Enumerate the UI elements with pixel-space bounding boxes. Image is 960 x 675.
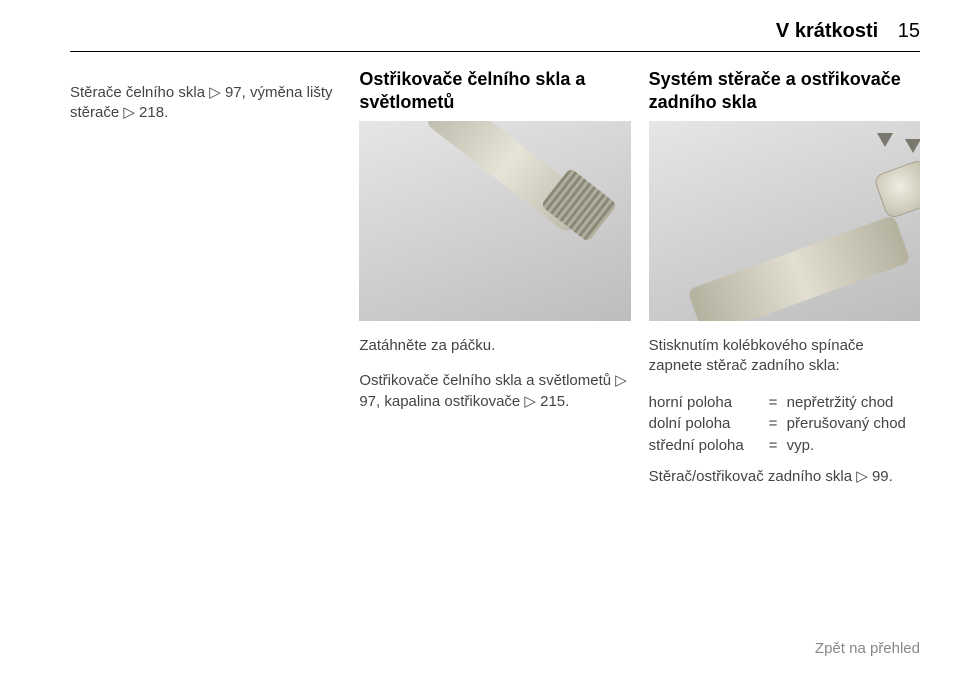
rear-wiper-stalk-illustration [649,121,920,321]
col2-caption1: Zatáhněte za páčku. [359,336,630,356]
arrow-icon [877,133,893,147]
def-value: přerušovaný chod [787,413,920,435]
rear-stalk-tip [872,158,920,220]
page-header: V krátkosti 15 [70,20,920,52]
def-label: střední poloha [649,435,769,457]
section-name: V krátkosti [776,20,878,42]
position-definitions: horní poloha = nepřetržitý chod dolní po… [649,392,920,457]
def-label: dolní poloha [649,413,769,435]
equals-sign: = [769,435,787,457]
back-to-overview-link[interactable]: Zpět na přehled [815,640,920,657]
col1-text: Stěrače čelního skla ▷ 97, výměna lišty … [70,83,341,124]
page-number: 15 [898,20,920,42]
arrow-icon [905,139,920,153]
def-value: nepřetržitý chod [787,392,920,414]
col3-tail: Stěrač/ostřikovač zadního skla ▷ 99. [649,467,920,487]
rear-stalk-body [687,215,911,321]
col2-title: Ostřikovače čelního skla a světlometů [359,68,630,113]
col3-lead: Stisknutím kolébkového spínače zapnete s… [649,336,920,377]
def-row: horní poloha = nepřetržitý chod [649,392,920,414]
column-3: Systém stěrače a ostřikovače zadního skl… [649,68,920,502]
def-value: vyp. [787,435,920,457]
equals-sign: = [769,392,787,414]
col3-title: Systém stěrače a ostřikovače zadního skl… [649,68,920,113]
def-label: horní poloha [649,392,769,414]
washer-stalk-illustration [359,121,630,321]
col2-caption2: Ostřikovače čelního skla a světlometů ▷ … [359,371,630,412]
def-row: dolní poloha = přerušovaný chod [649,413,920,435]
content-columns: Stěrače čelního skla ▷ 97, výměna lišty … [70,68,920,502]
def-row: střední poloha = vyp. [649,435,920,457]
manual-page: V krátkosti 15 Stěrače čelního skla ▷ 97… [0,0,960,675]
equals-sign: = [769,413,787,435]
column-2: Ostřikovače čelního skla a světlometů Za… [359,68,630,502]
column-1: Stěrače čelního skla ▷ 97, výměna lišty … [70,68,341,502]
